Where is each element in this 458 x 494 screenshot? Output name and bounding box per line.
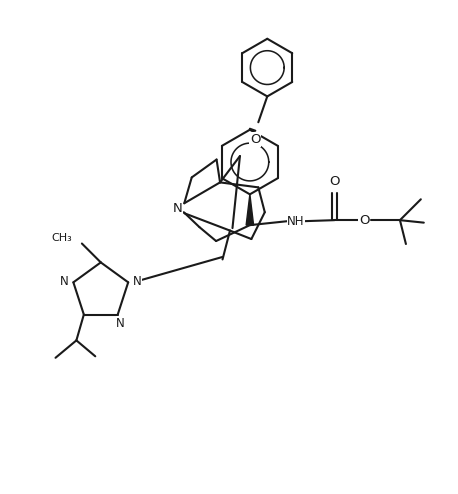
Text: N: N: [133, 275, 142, 288]
Text: O: O: [329, 175, 340, 188]
Text: N: N: [173, 202, 183, 215]
Text: O: O: [359, 214, 370, 227]
Polygon shape: [246, 194, 254, 225]
Text: O: O: [250, 133, 261, 146]
Text: NH: NH: [287, 215, 305, 228]
Text: N: N: [116, 317, 125, 330]
Text: CH₃: CH₃: [51, 233, 72, 243]
Text: N: N: [60, 275, 69, 288]
